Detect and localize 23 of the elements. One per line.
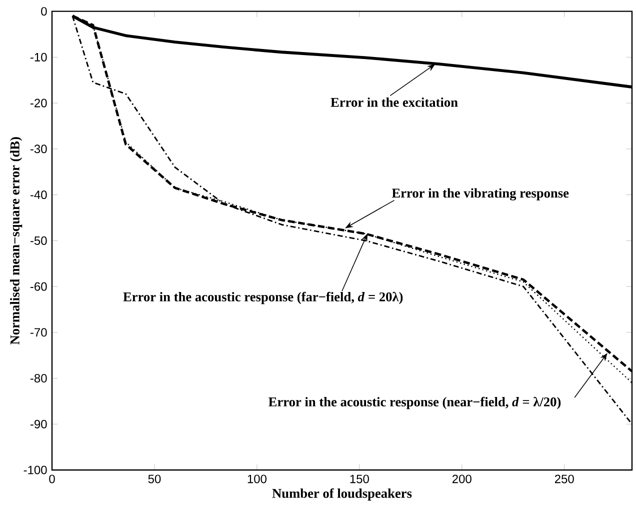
annotation: Error in the acoustic response (far−field, d = 20λ) bbox=[123, 292, 403, 304]
annotation: Error in the acoustic response (near−field, d = λ/20) bbox=[268, 396, 561, 410]
y-tick-label: -100 bbox=[24, 466, 47, 474]
y-tick-label: -10 bbox=[30, 52, 47, 62]
y-tick-label: -40 bbox=[30, 190, 47, 200]
y-tick-label: -80 bbox=[30, 374, 47, 383]
y-tick-label: -90 bbox=[30, 420, 47, 428]
x-axis-title: Number of loudspeakers bbox=[272, 488, 412, 501]
y-tick-label: -50 bbox=[30, 236, 47, 245]
y-tick-label: -20 bbox=[30, 98, 47, 108]
x-tick-label: 150 bbox=[350, 474, 369, 484]
y-axis-title: Normalised mean−square error (dB) bbox=[10, 137, 22, 344]
y-tick-label: 0 bbox=[41, 7, 47, 16]
y-tick-label: -60 bbox=[30, 282, 47, 291]
annotation: Error in the excitation bbox=[330, 97, 458, 107]
x-tick-label: 50 bbox=[148, 474, 161, 484]
y-tick-label: -70 bbox=[30, 328, 47, 337]
x-tick-label: 100 bbox=[248, 474, 266, 484]
x-tick-label: 250 bbox=[554, 474, 574, 484]
y-tick-label: -30 bbox=[30, 144, 47, 154]
x-tick-label: 200 bbox=[452, 474, 472, 484]
annotation: Error in the vibrating response bbox=[392, 188, 569, 200]
x-tick-label: 0 bbox=[49, 474, 55, 484]
